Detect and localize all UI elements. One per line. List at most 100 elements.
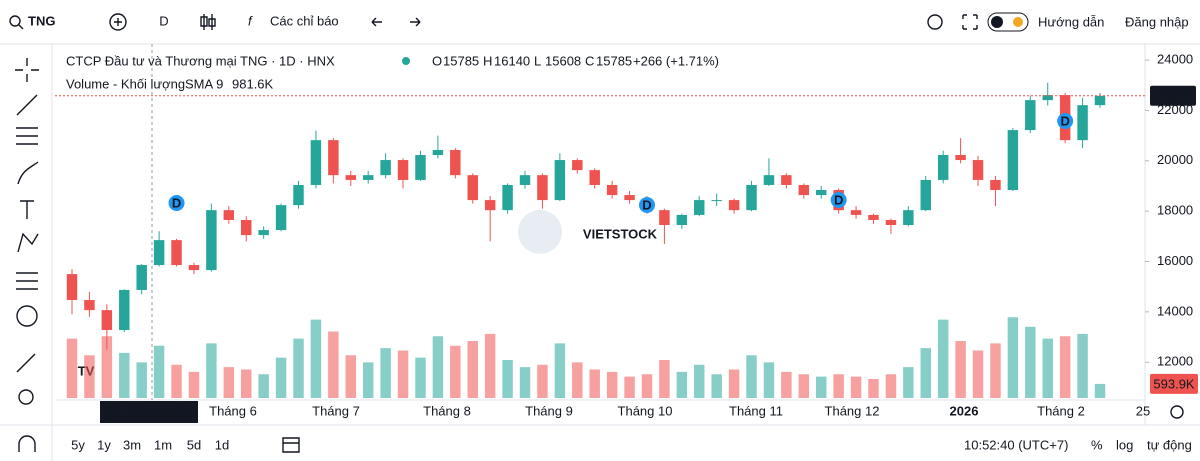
- volume-bar: [815, 376, 827, 398]
- x-tick-label: Tháng 10: [618, 403, 673, 418]
- dividend-marker[interactable]: [638, 197, 655, 213]
- search-icon[interactable]: [9, 15, 21, 27]
- trendline-tool[interactable]: [16, 94, 38, 116]
- candle-body: [188, 265, 200, 271]
- y-tick-label: 20000: [1157, 152, 1193, 167]
- volume-value: 981.6K: [232, 76, 274, 91]
- range-button[interactable]: 1y: [97, 437, 111, 452]
- watermark-logo: [518, 210, 562, 254]
- fx-icon: f: [248, 13, 253, 28]
- candle-body: [694, 200, 705, 215]
- x-tick-label: 25: [1136, 403, 1150, 418]
- candle-body: [1077, 105, 1088, 141]
- x-tick-label: Tháng 2: [1037, 403, 1085, 418]
- candle-body: [676, 214, 688, 226]
- volume-bar: [153, 345, 165, 398]
- candle-body: [885, 219, 897, 226]
- candle-body: [1094, 95, 1106, 106]
- dividend-marker[interactable]: [1057, 113, 1074, 129]
- range-button[interactable]: 5d: [187, 437, 201, 452]
- volume-bar: [362, 362, 374, 398]
- volume-bar: [258, 374, 269, 398]
- volume-bar: [310, 319, 322, 398]
- prediction-tool[interactable]: [16, 272, 38, 290]
- zoom-tool[interactable]: [18, 389, 34, 405]
- last-volume-label: 593.9K: [1153, 376, 1195, 391]
- volume-bar: [955, 341, 966, 398]
- auto-toggle[interactable]: tự động: [1147, 437, 1192, 452]
- candle-body: [119, 289, 130, 331]
- candle-body: [432, 149, 444, 156]
- candle-body: [101, 310, 113, 331]
- candle-body: [467, 175, 478, 201]
- fib-tool[interactable]: [16, 127, 38, 145]
- volume-bar: [694, 364, 705, 398]
- candle-body: [502, 184, 513, 211]
- candle-body: [484, 200, 496, 211]
- candle-body: [746, 184, 757, 211]
- candle-body: [258, 230, 269, 236]
- add-symbol[interactable]: [109, 13, 127, 31]
- dividend-marker[interactable]: [168, 195, 185, 211]
- text-tool[interactable]: [20, 200, 34, 219]
- magnet-tool[interactable]: [18, 435, 36, 452]
- ruler-tool[interactable]: [16, 353, 36, 373]
- interval[interactable]: D: [159, 13, 168, 28]
- range-button[interactable]: 1d: [215, 437, 229, 452]
- volume-bar: [1042, 338, 1053, 398]
- volume-bar: [537, 364, 548, 398]
- last-price-tag: [1150, 85, 1196, 106]
- percent-toggle[interactable]: %: [1091, 437, 1103, 452]
- volume-bar: [972, 350, 984, 398]
- range-button[interactable]: 1m: [154, 437, 172, 452]
- date-range-icon[interactable]: [282, 437, 300, 453]
- indicators[interactable]: Các chỉ báo: [270, 13, 339, 28]
- candle-body: [728, 200, 740, 211]
- emoji-tool[interactable]: [16, 305, 38, 327]
- dividend-marker[interactable]: [830, 192, 847, 208]
- axis-settings[interactable]: [1170, 405, 1184, 419]
- range-button[interactable]: 5y: [71, 437, 85, 452]
- candle-body: [206, 210, 217, 271]
- clock: 10:52:40 (UTC+7): [964, 437, 1068, 452]
- candle-body: [850, 210, 862, 215]
- y-tick-label: 16000: [1157, 253, 1193, 268]
- volume-bar: [519, 367, 531, 398]
- chart-type[interactable]: [200, 14, 216, 30]
- log-toggle[interactable]: log: [1116, 437, 1133, 452]
- candle-body: [415, 155, 426, 180]
- dividend-label: D: [642, 197, 651, 212]
- volume-bar: [345, 355, 357, 398]
- volume-bar: [450, 345, 461, 398]
- candle-body: [450, 149, 461, 176]
- volume-bar: [1077, 333, 1088, 398]
- brush-tool[interactable]: [17, 161, 39, 185]
- settings[interactable]: [927, 14, 943, 30]
- undo-redo[interactable]: [371, 17, 421, 27]
- candle-body: [275, 205, 287, 231]
- fullscreen[interactable]: [962, 14, 978, 30]
- guide[interactable]: Hướng dẫn: [1038, 14, 1104, 29]
- volume-bar: [606, 371, 618, 398]
- ohlc-value: 15785: [443, 53, 479, 68]
- volume-bar: [275, 357, 287, 398]
- candle-body: [920, 179, 931, 211]
- login[interactable]: Đăng nhập: [1125, 14, 1189, 29]
- candle-body: [659, 210, 670, 226]
- volume-bar: [589, 369, 600, 398]
- symbol[interactable]: TNG: [28, 13, 55, 28]
- candle-body: [815, 190, 827, 196]
- range-button[interactable]: 3m: [123, 437, 141, 452]
- volume-bar: [380, 348, 391, 398]
- volume-bar: [467, 341, 478, 398]
- candle-body: [293, 184, 304, 206]
- candle-body: [537, 175, 548, 201]
- volume-bar: [903, 367, 914, 398]
- candle-body: [990, 179, 1001, 191]
- crosshair-tool[interactable]: [15, 58, 39, 82]
- pattern-tool[interactable]: [17, 232, 39, 253]
- candle-body: [171, 240, 182, 266]
- volume-sma: SMA 9: [185, 76, 223, 91]
